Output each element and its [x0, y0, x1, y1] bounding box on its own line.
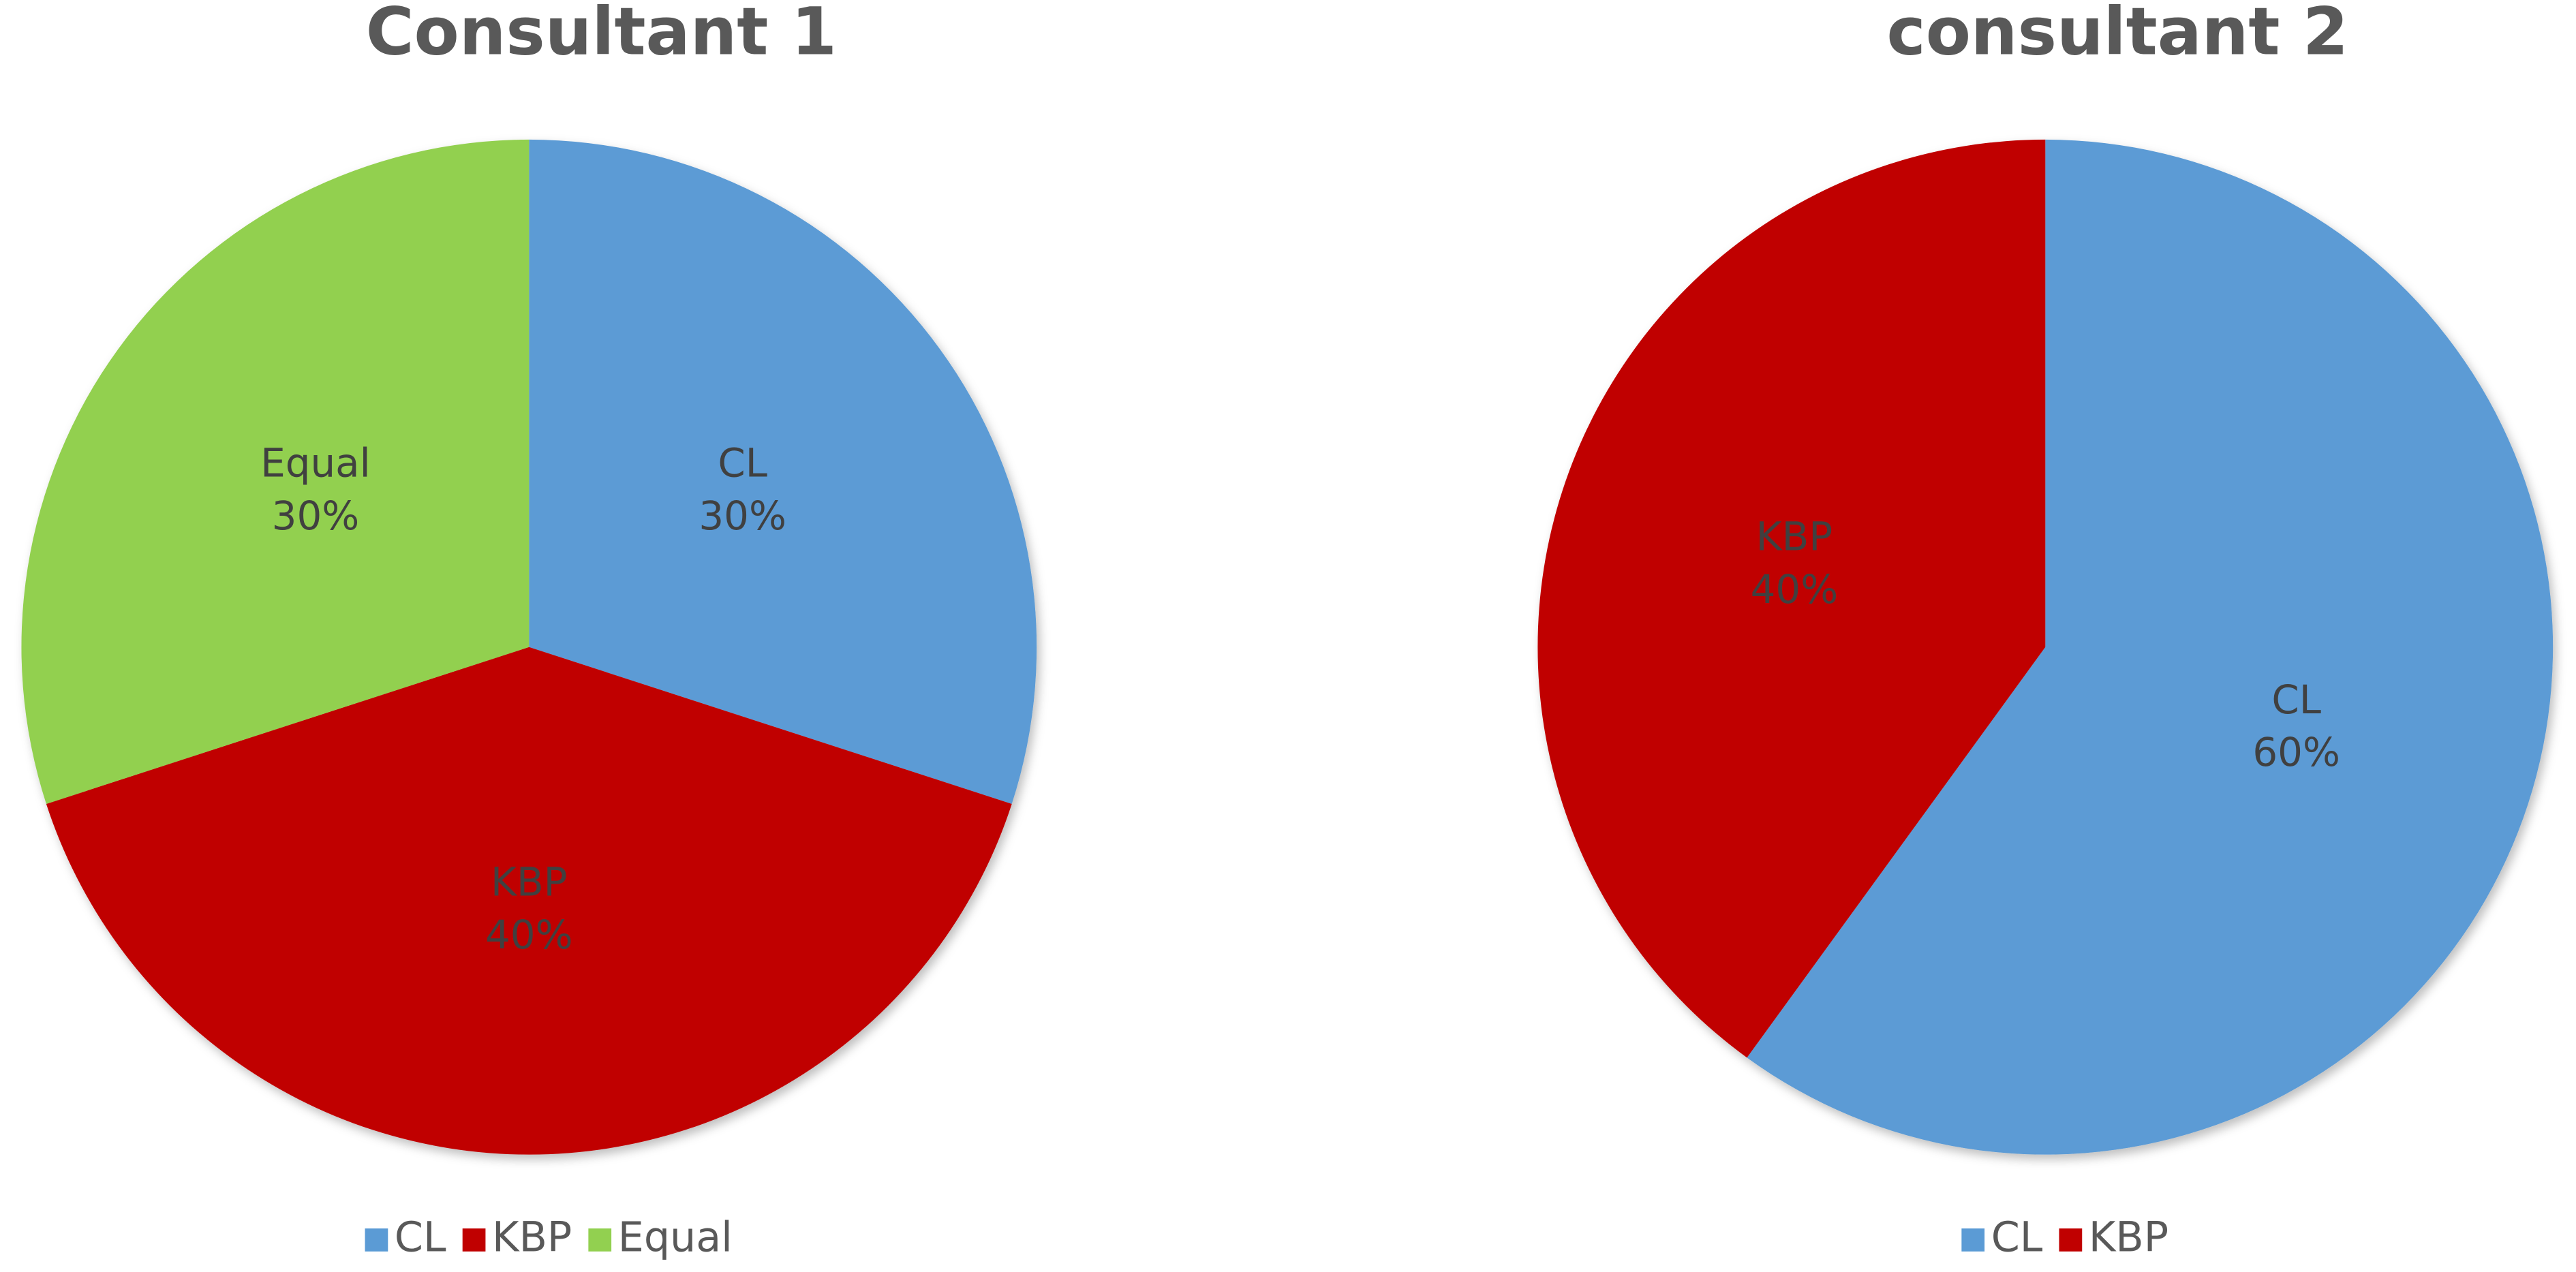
- data-label-category: KBP: [491, 859, 568, 905]
- data-label-category: KBP: [1756, 514, 1833, 560]
- data-label-value: 60%: [2252, 729, 2340, 775]
- legend-swatch: [588, 1228, 612, 1252]
- legend: CL KBP: [1961, 1214, 2168, 1262]
- legend-swatch: [1961, 1228, 1985, 1252]
- legend-swatch: [462, 1228, 486, 1252]
- pie-chart: Consultant 1 CL 30% KBP 40% Equal 30% CL KBP Equa…: [21, 0, 1037, 1262]
- data-label-category: Equal: [260, 440, 370, 486]
- legend-label: CL: [395, 1214, 446, 1262]
- legend-label: KBP: [492, 1214, 572, 1262]
- data-label-value: 40%: [1751, 566, 1839, 612]
- data-label-category: CL: [2271, 677, 2321, 723]
- chart-title: Consultant 1: [366, 0, 837, 69]
- legend: CL KBP Equal: [365, 1214, 733, 1262]
- pie-slice: [46, 647, 1012, 1155]
- data-label-category: CL: [718, 440, 767, 486]
- pie: [21, 139, 1037, 1155]
- pie: [1537, 139, 2554, 1155]
- legend-label: KBP: [2089, 1214, 2168, 1262]
- chart-title: consultant 2: [1887, 0, 2349, 69]
- pie-slice: [1537, 139, 2046, 1058]
- legend-label: CL: [1991, 1214, 2043, 1262]
- pie-slice: [529, 139, 1037, 804]
- pie-chart: consultant 2 CL 60% KBP 40% CL KBP: [1537, 0, 2554, 1262]
- legend-swatch: [2059, 1228, 2083, 1252]
- data-label-value: 40%: [485, 912, 573, 958]
- pie-slice: [21, 139, 530, 804]
- data-label-value: 30%: [272, 493, 360, 539]
- legend-swatch: [365, 1228, 388, 1252]
- data-label-value: 30%: [699, 493, 786, 539]
- legend-label: Equal: [618, 1214, 733, 1262]
- pie-slice: [1747, 139, 2554, 1155]
